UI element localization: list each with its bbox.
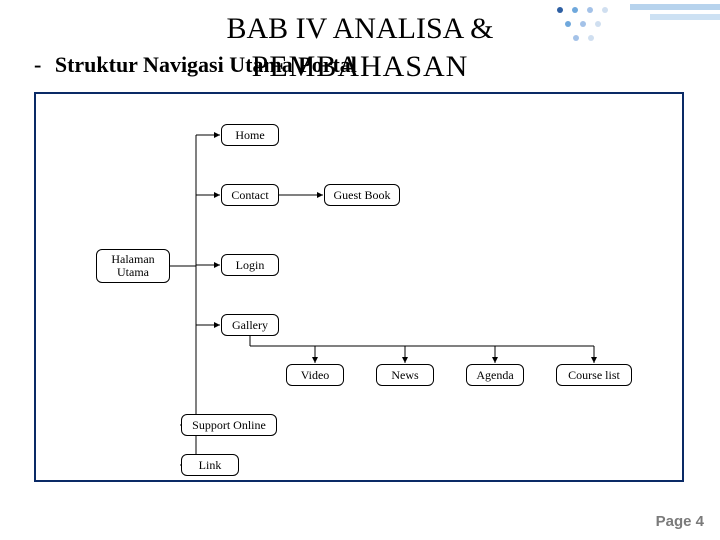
- diagram-edges: [36, 94, 682, 480]
- subtitle-text: Struktur Navigasi Utama Portal: [55, 52, 357, 77]
- slide-title-line1: BAB IV ANALISA &: [0, 12, 720, 46]
- node-course: Course list: [556, 364, 632, 386]
- node-support: Support Online: [181, 414, 277, 436]
- subtitle-bullet: -: [34, 52, 41, 77]
- slide-subtitle: - Struktur Navigasi Utama Portal: [34, 52, 357, 78]
- node-news: News: [376, 364, 434, 386]
- node-video: Video: [286, 364, 344, 386]
- page-number: Page 4: [656, 513, 704, 530]
- node-guest: Guest Book: [324, 184, 400, 206]
- node-gallery: Gallery: [221, 314, 279, 336]
- node-link: Link: [181, 454, 239, 476]
- node-home: Home: [221, 124, 279, 146]
- node-root: Halaman Utama: [96, 249, 170, 283]
- node-contact: Contact: [221, 184, 279, 206]
- node-login: Login: [221, 254, 279, 276]
- node-agenda: Agenda: [466, 364, 524, 386]
- diagram-frame: Halaman Utama Home Contact Guest Book Login G…: [34, 92, 684, 482]
